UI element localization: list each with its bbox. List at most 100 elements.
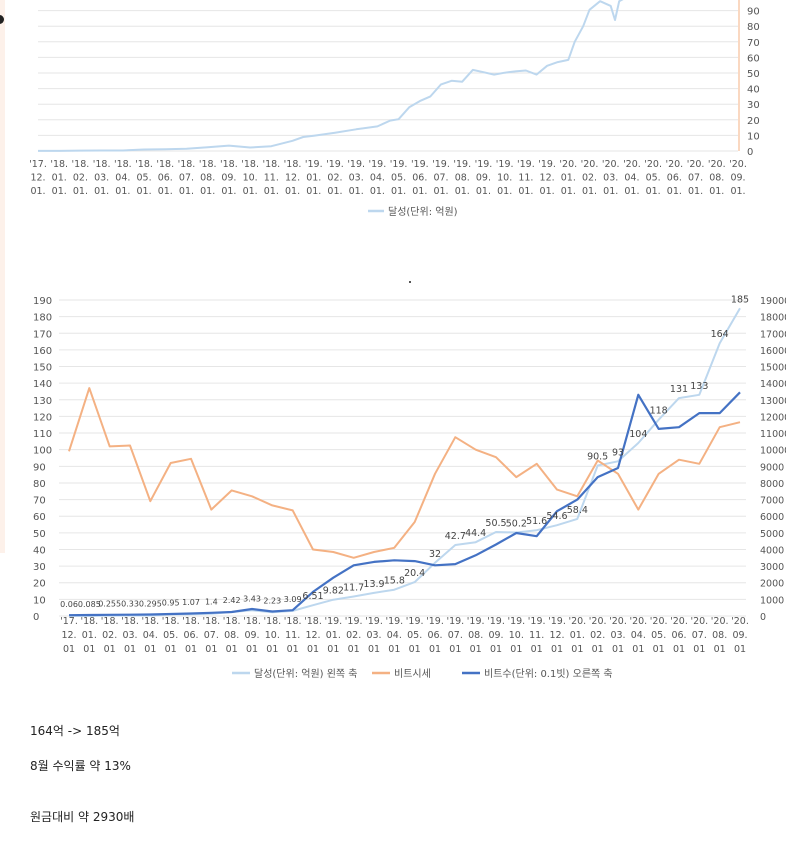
top-chart-series [38,0,624,152]
bottom-x-tick-label: 01 [510,644,522,655]
left-y-tick-label: 180 [33,313,52,324]
top-x-tick-label: '17. [29,159,47,170]
bottom-x-tick-label: '18. [284,616,302,627]
top-y-tick-label: 70 [747,38,760,49]
legend-label-price: 비트시세 [394,668,431,680]
achievement-data-label: 104 [629,429,647,440]
right-y-tick-label: 0 [760,612,766,623]
bottom-x-tick-label: '18. [80,616,98,627]
bottom-x-tick-label: 10. [265,630,280,641]
bottom-x-tick-label: '19. [528,616,546,627]
bottom-x-tick-label: 01 [734,644,746,655]
bottom-x-tick-label: '20. [670,616,688,627]
achievement-data-label: 93 [612,447,624,458]
top-x-tick-label: 01. [603,186,618,197]
bottom-x-tick-label: '18. [243,616,261,627]
achievement-data-label: 50.2 [506,519,527,530]
right-y-tick-label: 16000 [760,346,786,357]
bottom-x-tick-label: 05. [651,630,666,641]
bottom-x-tick-label: 06. [427,630,442,641]
left-y-tick-label: 10 [33,595,46,606]
achievement-data-label: 90.5 [587,451,608,462]
top-x-tick-label: '19. [432,159,450,170]
top-x-tick-label: 01. [243,186,258,197]
top-x-tick-label: 06. [667,173,682,184]
bottom-x-tick-label: 12. [549,630,564,641]
right-y-tick-label: 15000 [760,363,786,374]
top-series-achievement-line [38,0,624,152]
left-y-tick-label: 100 [33,446,52,457]
achievement-data-label: 54.6 [546,511,567,522]
bottom-x-tick-label: '19. [385,616,403,627]
top-x-tick-label: '19. [496,159,514,170]
bottom-x-tick-label: 01 [124,644,136,655]
top-x-tick-label: 01. [264,186,279,197]
top-x-tick-label: 01. [412,186,427,197]
bottom-series-count-line [68,391,741,617]
top-x-tick-label: 01. [709,186,724,197]
left-y-tick-label: 50 [33,529,46,540]
achievement-data-label: 0.95 [162,598,180,607]
bottom-x-tick-label: 01 [368,644,380,655]
top-x-tick-label: 07. [433,173,448,184]
bottom-chart-right-axis: 0 1000 2000 3000 4000 5000 6000 7000 8000 9000 100… [760,296,786,623]
achievement-data-label: 50.5 [485,518,506,529]
top-x-tick-label: 09. [476,173,491,184]
bottom-x-tick-label: 01. [326,630,341,641]
top-x-tick-label: '20. [602,159,620,170]
top-x-tick-label: 01. [200,186,215,197]
top-x-tick-label: 06. [412,173,427,184]
top-x-tick-label: 11. [518,173,533,184]
top-x-tick-label: 01. [582,186,597,197]
top-x-tick-label: '19. [305,159,323,170]
bottom-x-tick-label: 08. [224,630,239,641]
top-y-tick-label: 30 [747,100,760,111]
note-monthly-return: 8월 수익률 약 13% [30,759,131,773]
bottom-x-tick-label: 01 [470,644,482,655]
right-y-tick-label: 5000 [760,529,784,540]
top-x-tick-label: 10. [243,173,258,184]
bottom-x-tick-label: 01 [205,644,217,655]
bottom-x-tick-label: 08. [712,630,727,641]
right-y-tick-label: 8000 [760,479,784,490]
top-x-tick-label: '18. [262,159,280,170]
top-x-tick-label: '18. [72,159,90,170]
top-x-tick-label: '19. [411,159,429,170]
top-x-tick-label: 01. [561,186,576,197]
top-x-tick-label: '18. [220,159,238,170]
top-x-tick-label: 03. [349,173,364,184]
top-x-tick-label: 02. [73,173,88,184]
bottom-x-tick-label: 01 [409,644,421,655]
bottom-x-tick-label: 01. [82,630,97,641]
top-x-tick-label: 12. [30,173,45,184]
achievement-data-label: 6.51 [302,591,323,602]
achievement-data-label: 3.43 [243,594,261,603]
left-y-tick-label: 40 [33,545,46,556]
bottom-x-tick-label: '18. [141,616,159,627]
top-x-tick-label: 01. [285,186,300,197]
note-growth: 164억 -> 185억 [30,724,120,738]
top-x-tick-label: 05. [646,173,661,184]
left-y-tick-label: 190 [33,296,52,307]
bottom-x-tick-label: 01 [632,644,644,655]
achievement-data-label: 131 [670,384,688,395]
top-x-tick-label: '18. [50,159,68,170]
bullet-dot [0,15,4,24]
bottom-x-tick-label: 01 [185,644,197,655]
left-y-tick-label: 120 [33,412,52,423]
top-x-tick-label: '18. [178,159,196,170]
top-x-tick-label: '20. [559,159,577,170]
top-x-tick-label: 01. [52,186,67,197]
top-x-tick-label: 01. [221,186,236,197]
top-x-tick-label: '20. [708,159,726,170]
bottom-x-tick-label: '20. [711,616,729,627]
top-x-tick-label: 07. [688,173,703,184]
top-x-tick-label: '18. [135,159,153,170]
bottom-x-tick-label: 08. [468,630,483,641]
left-y-tick-label: 60 [33,512,46,523]
bottom-x-tick-label: '20. [690,616,708,627]
bottom-chart-series [68,307,741,617]
left-y-tick-label: 140 [33,379,52,390]
bottom-x-tick-label: 01 [144,644,156,655]
